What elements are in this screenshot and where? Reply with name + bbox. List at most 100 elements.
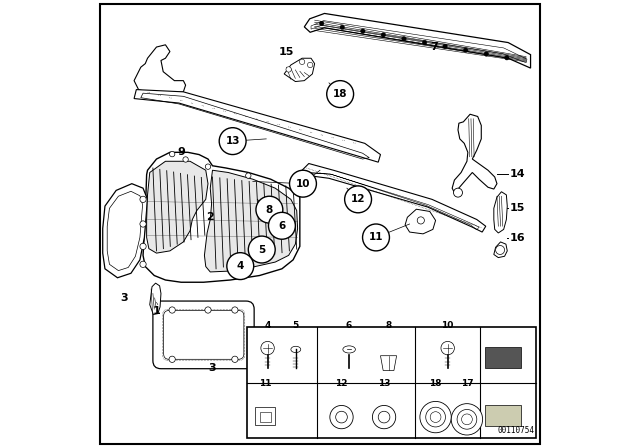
Circle shape: [340, 25, 344, 30]
Circle shape: [461, 414, 472, 425]
Circle shape: [261, 341, 275, 355]
Text: 14: 14: [509, 169, 525, 179]
Circle shape: [378, 411, 390, 423]
Circle shape: [169, 307, 175, 313]
Circle shape: [140, 261, 146, 267]
Text: 9: 9: [177, 147, 185, 157]
Polygon shape: [204, 170, 298, 272]
Polygon shape: [150, 283, 161, 314]
Polygon shape: [494, 192, 508, 233]
Circle shape: [140, 243, 146, 250]
Circle shape: [169, 356, 175, 362]
Circle shape: [227, 253, 253, 280]
Circle shape: [402, 36, 406, 41]
Circle shape: [336, 411, 348, 423]
Text: 00110754: 00110754: [497, 426, 534, 435]
Text: 8: 8: [266, 205, 273, 215]
Text: 10: 10: [442, 321, 454, 330]
Text: 18: 18: [333, 89, 348, 99]
Polygon shape: [494, 242, 508, 258]
Bar: [260, 412, 271, 422]
Circle shape: [454, 188, 463, 197]
Circle shape: [422, 40, 427, 45]
Circle shape: [457, 409, 477, 429]
Circle shape: [430, 412, 441, 422]
Text: 17: 17: [461, 379, 473, 388]
Polygon shape: [134, 90, 380, 162]
Circle shape: [362, 224, 390, 251]
Text: 1: 1: [152, 306, 161, 316]
Circle shape: [183, 157, 188, 162]
Text: 6: 6: [346, 321, 352, 330]
Circle shape: [286, 67, 291, 72]
Text: 11: 11: [369, 233, 383, 242]
Text: 12: 12: [351, 194, 365, 204]
Circle shape: [463, 48, 468, 52]
Bar: [248, 327, 536, 438]
Circle shape: [248, 236, 275, 263]
Text: 15: 15: [278, 47, 294, 56]
Polygon shape: [305, 13, 531, 68]
Ellipse shape: [343, 346, 355, 353]
Circle shape: [426, 407, 445, 427]
Text: 3: 3: [209, 363, 216, 373]
Circle shape: [289, 170, 316, 197]
Text: 3: 3: [120, 293, 127, 303]
Text: 5: 5: [292, 321, 299, 330]
Circle shape: [451, 404, 483, 435]
Circle shape: [443, 44, 447, 48]
Text: 7: 7: [430, 42, 438, 52]
Circle shape: [246, 173, 251, 178]
Circle shape: [330, 405, 353, 429]
Text: 16: 16: [509, 233, 525, 243]
Text: 8: 8: [385, 321, 392, 330]
Circle shape: [219, 128, 246, 155]
Polygon shape: [452, 114, 497, 193]
Circle shape: [256, 196, 283, 223]
Text: 11: 11: [259, 379, 271, 388]
Circle shape: [232, 307, 238, 313]
Circle shape: [140, 196, 146, 202]
Text: 5: 5: [258, 245, 266, 254]
Polygon shape: [380, 356, 397, 370]
Polygon shape: [134, 45, 186, 94]
Circle shape: [307, 62, 313, 68]
Circle shape: [269, 212, 296, 239]
Circle shape: [300, 59, 305, 65]
Circle shape: [205, 164, 211, 169]
Text: 10: 10: [296, 179, 310, 189]
Bar: [485, 347, 521, 368]
Text: 13: 13: [378, 379, 390, 388]
Polygon shape: [103, 184, 148, 278]
Circle shape: [344, 186, 371, 213]
Text: 6: 6: [278, 221, 285, 231]
FancyBboxPatch shape: [153, 301, 254, 369]
Text: 4: 4: [264, 321, 271, 330]
Polygon shape: [143, 152, 300, 282]
Text: 12: 12: [335, 379, 348, 388]
Circle shape: [504, 56, 509, 60]
Circle shape: [417, 217, 424, 224]
Text: 13: 13: [225, 136, 240, 146]
Text: 15: 15: [509, 203, 525, 213]
Circle shape: [381, 33, 386, 37]
Circle shape: [205, 307, 211, 313]
Polygon shape: [147, 161, 208, 253]
Polygon shape: [302, 164, 486, 232]
Ellipse shape: [291, 346, 301, 353]
Text: 4: 4: [237, 261, 244, 271]
Circle shape: [441, 341, 454, 355]
Circle shape: [327, 81, 354, 108]
Text: 18: 18: [429, 379, 442, 388]
Circle shape: [484, 52, 488, 56]
Circle shape: [372, 405, 396, 429]
Circle shape: [140, 221, 146, 227]
Text: 2: 2: [206, 212, 214, 222]
Polygon shape: [405, 209, 436, 234]
Polygon shape: [284, 58, 315, 82]
Circle shape: [319, 21, 324, 26]
Circle shape: [360, 29, 365, 33]
Bar: [485, 405, 521, 426]
Circle shape: [232, 356, 238, 362]
Circle shape: [495, 246, 504, 254]
